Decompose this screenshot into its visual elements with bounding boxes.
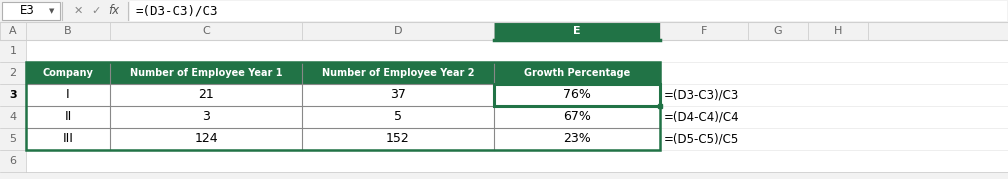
Text: G: G: [774, 26, 782, 36]
Text: E3: E3: [19, 4, 34, 18]
Text: II: II: [65, 110, 72, 124]
Bar: [302, 128, 494, 150]
Bar: [26, 106, 110, 128]
Bar: [0, 40, 26, 62]
Text: Number of Employee Year 2: Number of Employee Year 2: [322, 68, 474, 78]
Text: C: C: [203, 26, 210, 36]
Bar: [0, 84, 26, 106]
Text: =(D3-C3)/C3: =(D3-C3)/C3: [664, 88, 739, 101]
Text: fx: fx: [109, 4, 120, 18]
Bar: [110, 128, 302, 150]
Bar: [0, 106, 26, 128]
Text: 1: 1: [9, 46, 16, 56]
Text: Growth Percentage: Growth Percentage: [524, 68, 630, 78]
Bar: [26, 62, 660, 150]
Bar: [0, 22, 1008, 40]
Bar: [26, 128, 110, 150]
Bar: [110, 84, 302, 106]
Bar: [0, 150, 26, 172]
Bar: [110, 106, 302, 128]
Bar: [494, 106, 660, 128]
Bar: [494, 128, 660, 150]
Text: 124: 124: [195, 132, 218, 146]
Bar: [26, 40, 1008, 62]
Text: 5: 5: [9, 134, 16, 144]
Bar: [110, 22, 302, 40]
Bar: [808, 22, 868, 40]
Text: 67%: 67%: [563, 110, 591, 124]
Text: =(D4-C4)/C4: =(D4-C4)/C4: [664, 110, 740, 124]
Text: B: B: [65, 26, 72, 36]
Bar: [26, 150, 1008, 172]
Bar: [494, 84, 660, 106]
Text: I: I: [67, 88, 70, 101]
Text: F: F: [701, 26, 708, 36]
Text: 21: 21: [199, 88, 214, 101]
Text: III: III: [62, 132, 74, 146]
Text: 3: 3: [9, 90, 17, 100]
Text: E: E: [574, 26, 581, 36]
Bar: [110, 62, 302, 84]
Text: H: H: [834, 26, 843, 36]
Text: 152: 152: [386, 132, 410, 146]
Bar: [660, 22, 748, 40]
Bar: [26, 84, 1008, 106]
Bar: [494, 22, 660, 40]
Text: ▼: ▼: [49, 8, 54, 14]
Text: Number of Employee Year 1: Number of Employee Year 1: [130, 68, 282, 78]
Text: D: D: [394, 26, 402, 36]
Text: =(D3-C3)/C3: =(D3-C3)/C3: [136, 4, 219, 18]
Text: =(D5-C5)/C5: =(D5-C5)/C5: [664, 132, 739, 146]
Bar: [302, 62, 494, 84]
Text: 6: 6: [9, 156, 16, 166]
Bar: [302, 106, 494, 128]
Bar: [26, 84, 110, 106]
Bar: [494, 84, 660, 106]
Bar: [0, 128, 26, 150]
Text: 5: 5: [394, 110, 402, 124]
Bar: [26, 106, 1008, 128]
Bar: [748, 22, 808, 40]
Bar: [0, 22, 26, 40]
Text: 37: 37: [390, 88, 406, 101]
Bar: [26, 62, 1008, 84]
Text: 2: 2: [9, 68, 16, 78]
Bar: [2, 2, 60, 20]
Bar: [26, 128, 1008, 150]
Text: 4: 4: [9, 112, 16, 122]
Text: A: A: [9, 26, 17, 36]
Text: Company: Company: [42, 68, 94, 78]
Text: 3: 3: [202, 110, 210, 124]
Bar: [302, 22, 494, 40]
Text: 76%: 76%: [563, 88, 591, 101]
Bar: [0, 0, 1008, 22]
Bar: [494, 62, 660, 84]
Bar: [130, 1, 1007, 21]
Text: ✓: ✓: [92, 6, 101, 16]
Text: 23%: 23%: [563, 132, 591, 146]
Bar: [0, 62, 26, 84]
Bar: [26, 62, 110, 84]
Bar: [302, 84, 494, 106]
Text: ✕: ✕: [74, 6, 83, 16]
Bar: [26, 22, 110, 40]
